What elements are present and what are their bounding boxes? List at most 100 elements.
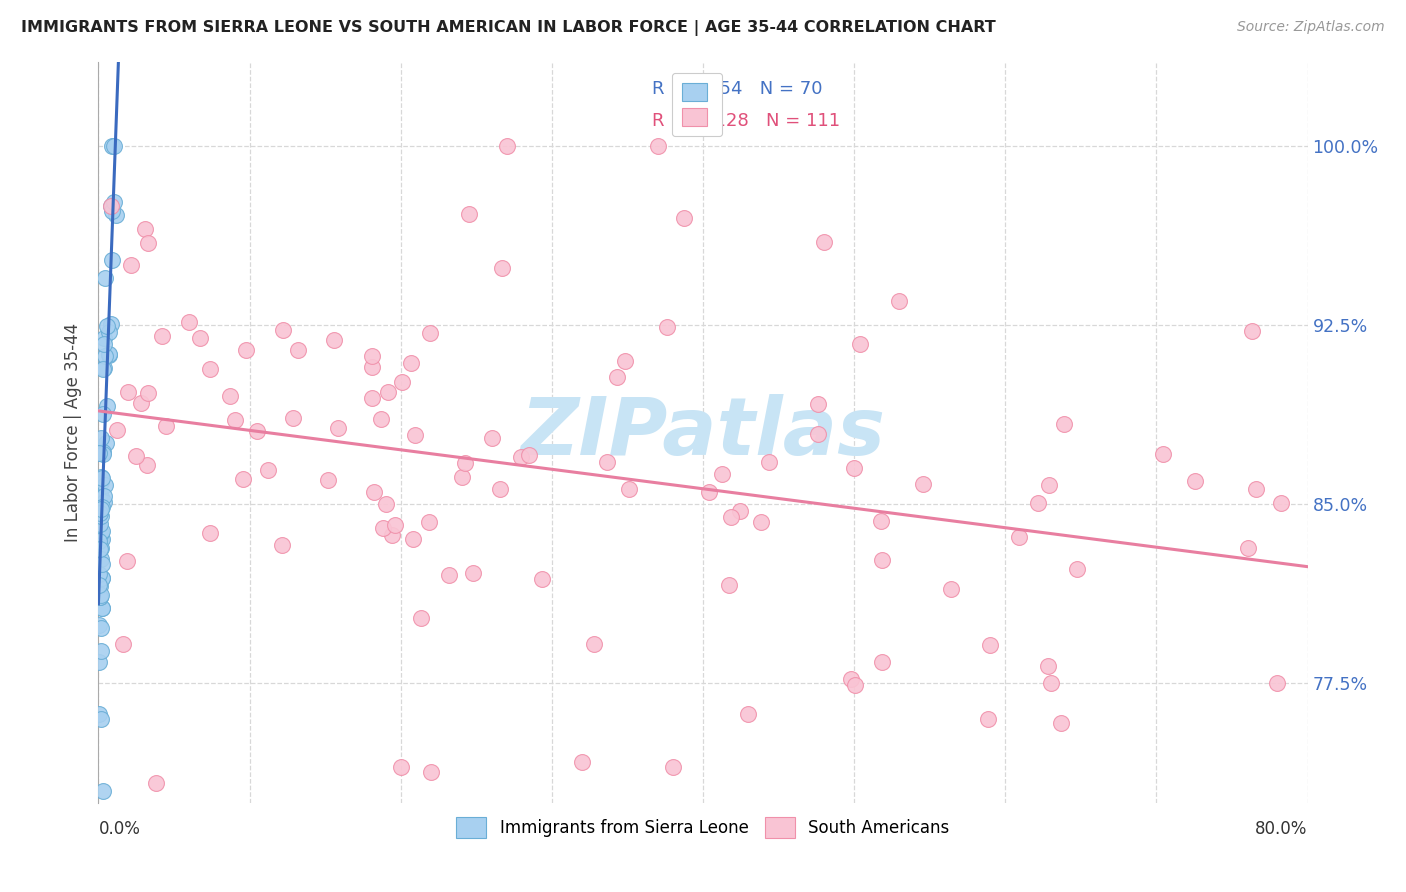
Point [93, 337, 115, 351]
Point [89, 541, 111, 556]
Point [617, 482, 640, 496]
Point [1184, 474, 1206, 488]
Point [322, 333, 344, 347]
Point [411, 611, 433, 625]
Text: 80.0%: 80.0% [1256, 820, 1308, 838]
Point [439, 568, 461, 582]
Point [188, 331, 211, 345]
Point [672, 211, 695, 226]
Point [90, 490, 112, 504]
Point [155, 419, 177, 434]
Point [104, 208, 127, 222]
Point [451, 470, 474, 484]
Point [93, 495, 115, 509]
Point [596, 455, 619, 469]
Point [318, 473, 340, 487]
Point [326, 421, 349, 435]
Point [90, 473, 112, 487]
Point [89, 590, 111, 604]
Point [94, 271, 117, 285]
Point [661, 760, 683, 774]
Point [89, 446, 111, 460]
Point [218, 389, 240, 403]
Point [93, 331, 115, 345]
Point [1038, 478, 1060, 492]
Point [391, 376, 413, 390]
Text: IMMIGRANTS FROM SIERRA LEONE VS SOUTH AMERICAN IN LABOR FORCE | AGE 35-44 CORREL: IMMIGRANTS FROM SIERRA LEONE VS SOUTH AM… [21, 20, 995, 36]
Point [377, 384, 399, 399]
Point [717, 578, 740, 592]
Point [844, 678, 866, 692]
Point [90, 533, 112, 547]
Point [1241, 324, 1264, 338]
Point [101, 204, 124, 219]
Point [224, 413, 246, 427]
Point [115, 554, 138, 568]
Point [360, 391, 382, 405]
Point [96, 318, 118, 333]
Point [101, 139, 124, 153]
Point [90, 501, 112, 516]
Point [720, 510, 742, 524]
Point [103, 139, 125, 153]
Point [87, 566, 110, 581]
Point [93, 362, 115, 376]
Point [647, 139, 669, 153]
Point [91, 407, 114, 421]
Point [89, 446, 111, 460]
Point [89, 533, 111, 547]
Point [91, 448, 114, 462]
Point [363, 485, 385, 500]
Point [90, 712, 112, 726]
Point [138, 235, 160, 250]
Point [91, 445, 114, 459]
Point [98, 347, 121, 361]
Point [90, 469, 112, 483]
Point [98, 348, 121, 362]
Point [751, 515, 773, 529]
Point [89, 526, 111, 541]
Point [94, 436, 117, 450]
Point [758, 455, 780, 469]
Text: Source: ZipAtlas.com: Source: ZipAtlas.com [1237, 20, 1385, 34]
Point [420, 764, 443, 779]
Point [93, 349, 115, 363]
Point [844, 461, 866, 475]
Text: ZIPatlas: ZIPatlas [520, 393, 886, 472]
Point [90, 470, 112, 484]
Point [384, 518, 406, 533]
Point [90, 622, 112, 636]
Point [89, 516, 111, 531]
Point [1050, 716, 1073, 731]
Legend: Immigrants from Sierra Leone, South Americans: Immigrants from Sierra Leone, South Amer… [449, 808, 957, 847]
Point [697, 484, 720, 499]
Point [657, 319, 679, 334]
Point [89, 506, 111, 520]
Point [711, 467, 734, 481]
Point [89, 590, 111, 604]
Text: R = -0.128   N = 111: R = -0.128 N = 111 [652, 112, 841, 130]
Point [100, 199, 122, 213]
Y-axis label: In Labor Force | Age 35-44: In Labor Force | Age 35-44 [65, 323, 83, 542]
Point [371, 520, 394, 534]
Point [91, 784, 114, 798]
Point [87, 578, 110, 592]
Point [90, 588, 112, 602]
Point [129, 396, 152, 410]
Point [93, 478, 115, 492]
Point [90, 532, 112, 546]
Point [375, 497, 398, 511]
Point [91, 500, 114, 514]
Point [87, 707, 110, 722]
Point [1236, 541, 1258, 555]
Point [136, 386, 159, 401]
Point [1244, 482, 1267, 496]
Point [98, 325, 121, 339]
Point [481, 431, 503, 445]
Point [200, 526, 222, 541]
Point [911, 477, 934, 491]
Point [491, 261, 513, 276]
Point [96, 399, 118, 413]
Point [235, 343, 257, 357]
Point [418, 516, 440, 530]
